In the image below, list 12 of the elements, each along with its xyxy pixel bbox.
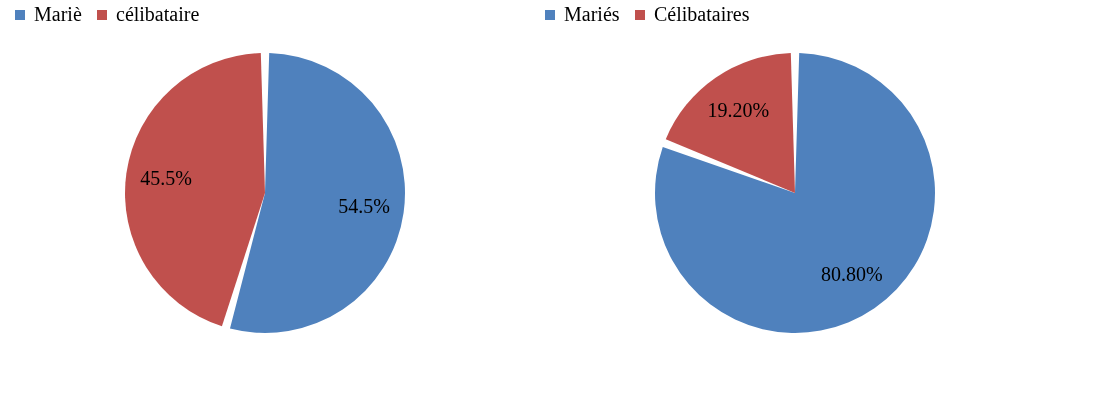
data-label: 80.80% xyxy=(820,263,883,286)
pie-slice xyxy=(125,53,265,327)
pie-slice xyxy=(655,53,935,333)
legend-label: Mariés xyxy=(564,3,620,25)
pie-slice xyxy=(229,53,405,333)
data-label: 54.5% xyxy=(338,195,390,218)
pie-slice xyxy=(665,53,795,193)
data-label: 45.5% xyxy=(140,166,192,189)
data-label: 19.20% xyxy=(707,98,770,121)
legend-label: Mariè xyxy=(34,3,82,25)
legend-label: célibataire xyxy=(116,3,200,25)
legend-label: Célibataires xyxy=(654,3,750,25)
